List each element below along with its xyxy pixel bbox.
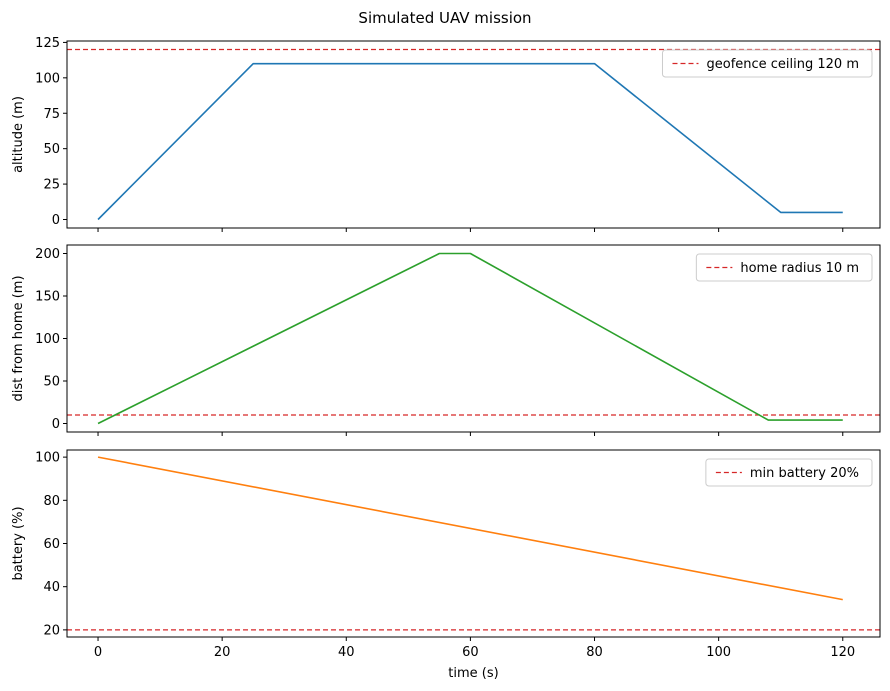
panels: 0 25 50 75 100 125 altitude (m) geofence ceilin…: [11, 36, 881, 681]
legend-frame-2: [695, 253, 873, 282]
y-tick-label-2-4: 150: [35, 290, 60, 305]
legend-label-1: geofence ceiling 120 m: [706, 57, 859, 72]
x-axis-label-3: time (s): [448, 666, 498, 681]
y-tick-label-1-2: 25: [43, 178, 60, 193]
series-line-3-1: [97, 456, 843, 601]
figure-title: Simulated UAV mission: [358, 9, 531, 27]
series-line-1-1: [97, 62, 843, 221]
legend-2: home radius 10 m: [695, 253, 873, 282]
y-tick-label-3-1: 20: [43, 623, 60, 638]
axes-frame-1: [66, 40, 881, 229]
y-axis-label-3: battery (%): [11, 506, 26, 580]
legend-1: geofence ceiling 120 m: [661, 49, 873, 78]
y-tick-label-1-6: 125: [35, 36, 60, 51]
legend-label-3: min battery 20%: [750, 466, 859, 481]
legend-3: min battery 20%: [705, 458, 873, 487]
legend-label-2: home radius 10 m: [740, 261, 859, 276]
y-tick-label-2-5: 200: [35, 247, 60, 262]
series-line-2-1: [97, 252, 843, 425]
y-tick-label-3-3: 60: [43, 537, 60, 552]
y-tick-label-3-2: 40: [43, 580, 60, 595]
panel-1: 0 25 50 75 100 125 altitude (m) geofence ceilin…: [11, 36, 881, 232]
x-tick-label-3-5: 80: [586, 645, 603, 660]
x-tick-label-3-4: 60: [462, 645, 479, 660]
y-tick-label-1-5: 100: [35, 71, 60, 86]
y-axis-label-1: altitude (m): [11, 96, 26, 173]
x-tick-label-3-1: 0: [94, 645, 102, 660]
y-axis-label-2: dist from home (m): [11, 275, 26, 401]
y-tick-label-2-3: 100: [35, 332, 60, 347]
panel-2: 0 50 100 150 200 dist from home (m) home radiu…: [11, 244, 881, 436]
y-tick-label-1-4: 75: [43, 107, 60, 122]
x-tick-label-3-3: 40: [338, 645, 355, 660]
legend-frame-3: [705, 458, 873, 487]
x-tick-label-3-6: 100: [706, 645, 731, 660]
panel-3: 20 40 60 80 100 0 20 40 60 80 100 120 battery (%) tim…: [11, 449, 881, 681]
x-tick-label-3-7: 120: [830, 645, 855, 660]
y-tick-label-1-3: 50: [43, 142, 60, 157]
x-tick-label-3-2: 20: [214, 645, 231, 660]
y-tick-label-2-2: 50: [43, 375, 60, 390]
y-tick-label-3-5: 100: [35, 451, 60, 466]
legend-frame-1: [661, 49, 873, 78]
y-tick-label-3-4: 80: [43, 494, 60, 509]
y-tick-label-1-1: 0: [52, 213, 60, 228]
y-tick-label-2-1: 0: [52, 417, 60, 432]
